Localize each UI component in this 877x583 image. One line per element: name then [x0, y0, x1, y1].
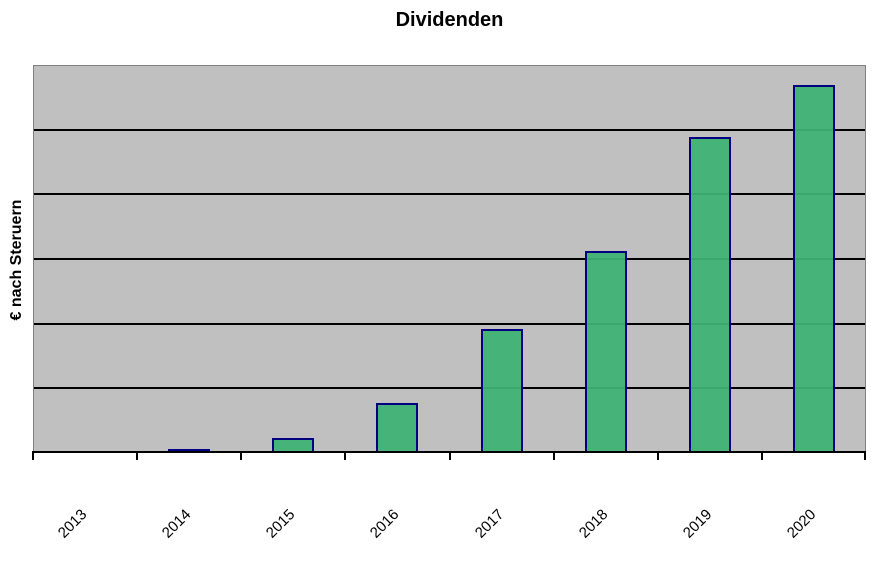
x-axis-tick	[553, 451, 555, 460]
bar-2020	[793, 85, 835, 453]
y-axis-label: € nach Steruern	[8, 199, 25, 321]
x-axis-tick	[344, 451, 346, 460]
x-tick-label-2014: 2014	[158, 506, 195, 542]
bar-2018	[585, 251, 627, 453]
x-axis-tick	[136, 451, 138, 460]
bar-2015	[272, 438, 314, 453]
x-axis-tick	[864, 451, 866, 460]
x-tick-label-2020: 2020	[783, 506, 820, 542]
x-tick-label-2017: 2017	[471, 506, 508, 542]
x-tick-label-2019: 2019	[679, 506, 716, 542]
x-tick-label-2013: 2013	[54, 506, 91, 542]
x-axis-tick	[240, 451, 242, 460]
plot-area	[32, 65, 866, 460]
gridline	[33, 258, 866, 260]
x-tick-label-2018: 2018	[575, 506, 612, 542]
bar-2016	[376, 403, 418, 453]
chart-title: Dividenden	[395, 9, 504, 31]
x-axis-tick	[32, 451, 34, 460]
x-axis-tick	[657, 451, 659, 460]
bar-2017	[481, 329, 523, 453]
bar-2019	[689, 137, 731, 453]
gridline	[33, 323, 866, 325]
gridline	[33, 387, 866, 389]
x-tick-label-2015: 2015	[262, 506, 299, 542]
gridline	[33, 193, 866, 195]
gridline	[33, 129, 866, 131]
x-tick-label-2016: 2016	[366, 506, 403, 542]
x-axis-tick	[761, 451, 763, 460]
x-axis-tick	[449, 451, 451, 460]
